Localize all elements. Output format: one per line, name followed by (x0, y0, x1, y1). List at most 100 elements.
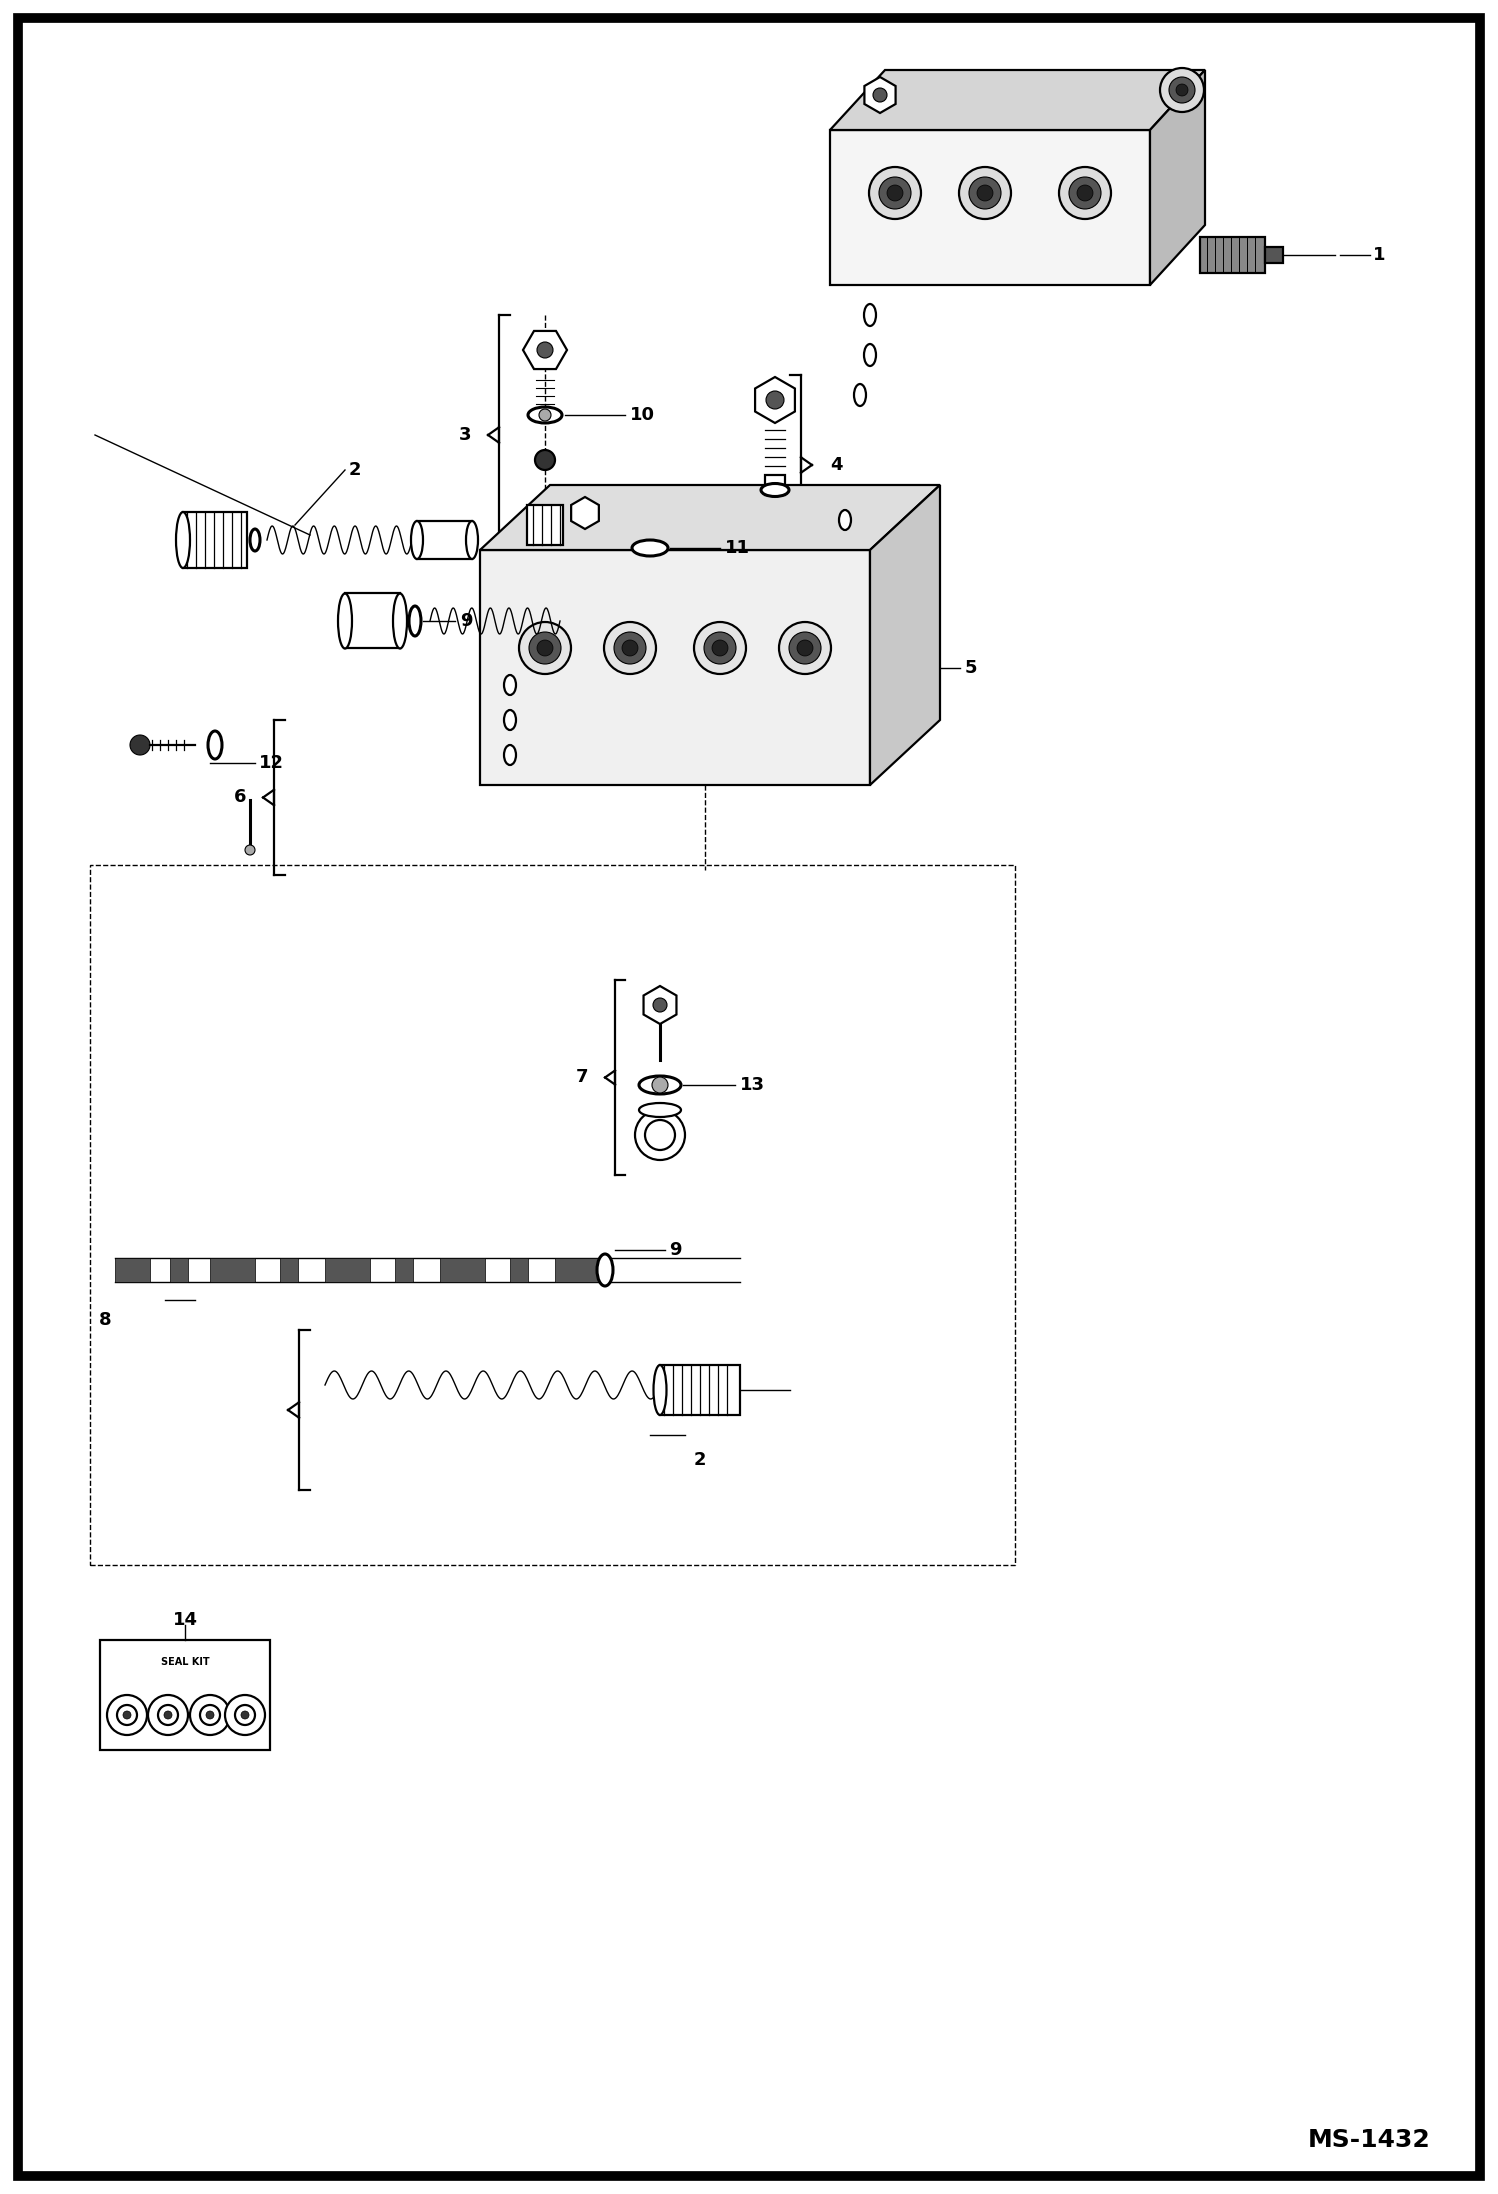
Circle shape (879, 178, 911, 208)
Circle shape (887, 184, 903, 202)
Ellipse shape (632, 540, 668, 555)
Circle shape (1070, 178, 1101, 208)
Text: 1: 1 (1374, 246, 1386, 263)
Ellipse shape (503, 746, 515, 766)
Bar (765, 474, 785, 496)
Bar (100, 1639, 270, 1751)
Circle shape (246, 845, 255, 856)
Polygon shape (479, 551, 870, 785)
Bar (169, 1257, 189, 1281)
Polygon shape (479, 485, 941, 551)
Circle shape (646, 1119, 676, 1150)
Circle shape (635, 1110, 685, 1161)
Ellipse shape (864, 305, 876, 327)
Circle shape (694, 623, 746, 674)
Circle shape (539, 408, 551, 421)
Bar (1200, 237, 1264, 272)
Ellipse shape (864, 344, 876, 366)
Bar (661, 1365, 740, 1415)
Circle shape (535, 450, 554, 470)
Circle shape (536, 342, 553, 358)
Ellipse shape (653, 1365, 667, 1415)
Circle shape (1077, 184, 1094, 202)
Polygon shape (870, 485, 941, 785)
Text: 9: 9 (670, 1242, 682, 1259)
Circle shape (653, 998, 667, 1011)
Bar (554, 1257, 610, 1281)
Text: 2: 2 (694, 1450, 706, 1470)
Bar (1264, 248, 1282, 263)
Circle shape (797, 641, 813, 656)
Ellipse shape (250, 529, 261, 551)
Text: 5: 5 (965, 658, 978, 678)
Bar (509, 1257, 527, 1281)
Circle shape (1159, 68, 1204, 112)
Text: MS-1432: MS-1432 (1308, 2128, 1431, 2152)
Ellipse shape (466, 520, 478, 559)
Ellipse shape (503, 676, 515, 695)
Bar (210, 1257, 255, 1281)
Polygon shape (183, 511, 247, 568)
Circle shape (712, 641, 728, 656)
Circle shape (977, 184, 993, 202)
Circle shape (201, 1705, 220, 1724)
Polygon shape (830, 70, 1204, 129)
Bar (416, 520, 472, 559)
Ellipse shape (208, 731, 222, 759)
Circle shape (779, 623, 831, 674)
Text: 2: 2 (349, 461, 361, 478)
Bar (325, 1257, 370, 1281)
Circle shape (765, 391, 783, 408)
Circle shape (614, 632, 646, 665)
Circle shape (235, 1705, 255, 1724)
Text: 12: 12 (259, 755, 285, 772)
Polygon shape (755, 377, 795, 423)
Circle shape (704, 632, 736, 665)
Text: 11: 11 (725, 540, 750, 557)
Text: 13: 13 (740, 1075, 765, 1095)
Circle shape (163, 1711, 172, 1720)
Circle shape (130, 735, 150, 755)
Bar (90, 864, 1016, 1564)
Ellipse shape (503, 711, 515, 731)
Bar (395, 1257, 413, 1281)
Ellipse shape (392, 595, 407, 649)
Text: 10: 10 (631, 406, 655, 423)
Circle shape (622, 641, 638, 656)
Circle shape (157, 1705, 178, 1724)
Text: 7: 7 (575, 1068, 589, 1086)
Circle shape (869, 167, 921, 219)
Ellipse shape (410, 520, 422, 559)
Text: 4: 4 (830, 456, 842, 474)
Polygon shape (571, 498, 599, 529)
Ellipse shape (175, 511, 190, 568)
Ellipse shape (409, 606, 421, 636)
Ellipse shape (761, 483, 789, 496)
Circle shape (190, 1696, 231, 1735)
Bar (115, 1257, 150, 1281)
Circle shape (207, 1711, 214, 1720)
Bar (440, 1257, 485, 1281)
Text: 6: 6 (234, 788, 246, 805)
Circle shape (117, 1705, 136, 1724)
Polygon shape (830, 129, 1150, 285)
Circle shape (529, 632, 560, 665)
Circle shape (536, 641, 553, 656)
Circle shape (652, 1077, 668, 1093)
Circle shape (241, 1711, 249, 1720)
Circle shape (106, 1696, 147, 1735)
Ellipse shape (640, 1075, 682, 1095)
Circle shape (873, 88, 887, 101)
Circle shape (148, 1696, 189, 1735)
Text: SEAL KIT: SEAL KIT (160, 1656, 210, 1667)
Circle shape (1059, 167, 1112, 219)
Polygon shape (523, 331, 568, 369)
Circle shape (123, 1711, 130, 1720)
Text: 3: 3 (458, 426, 472, 443)
Circle shape (1168, 77, 1195, 103)
Ellipse shape (598, 1255, 613, 1286)
Circle shape (959, 167, 1011, 219)
Text: 14: 14 (172, 1610, 198, 1628)
Text: 9: 9 (460, 612, 472, 630)
Ellipse shape (854, 384, 866, 406)
